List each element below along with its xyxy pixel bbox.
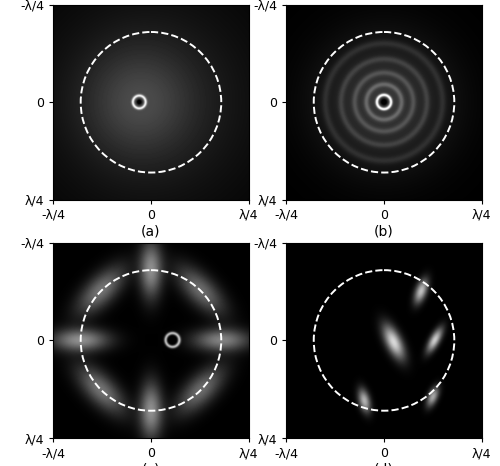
- X-axis label: (c): (c): [142, 463, 160, 466]
- X-axis label: (a): (a): [141, 225, 161, 239]
- X-axis label: (b): (b): [374, 225, 394, 239]
- X-axis label: (d): (d): [374, 463, 394, 466]
